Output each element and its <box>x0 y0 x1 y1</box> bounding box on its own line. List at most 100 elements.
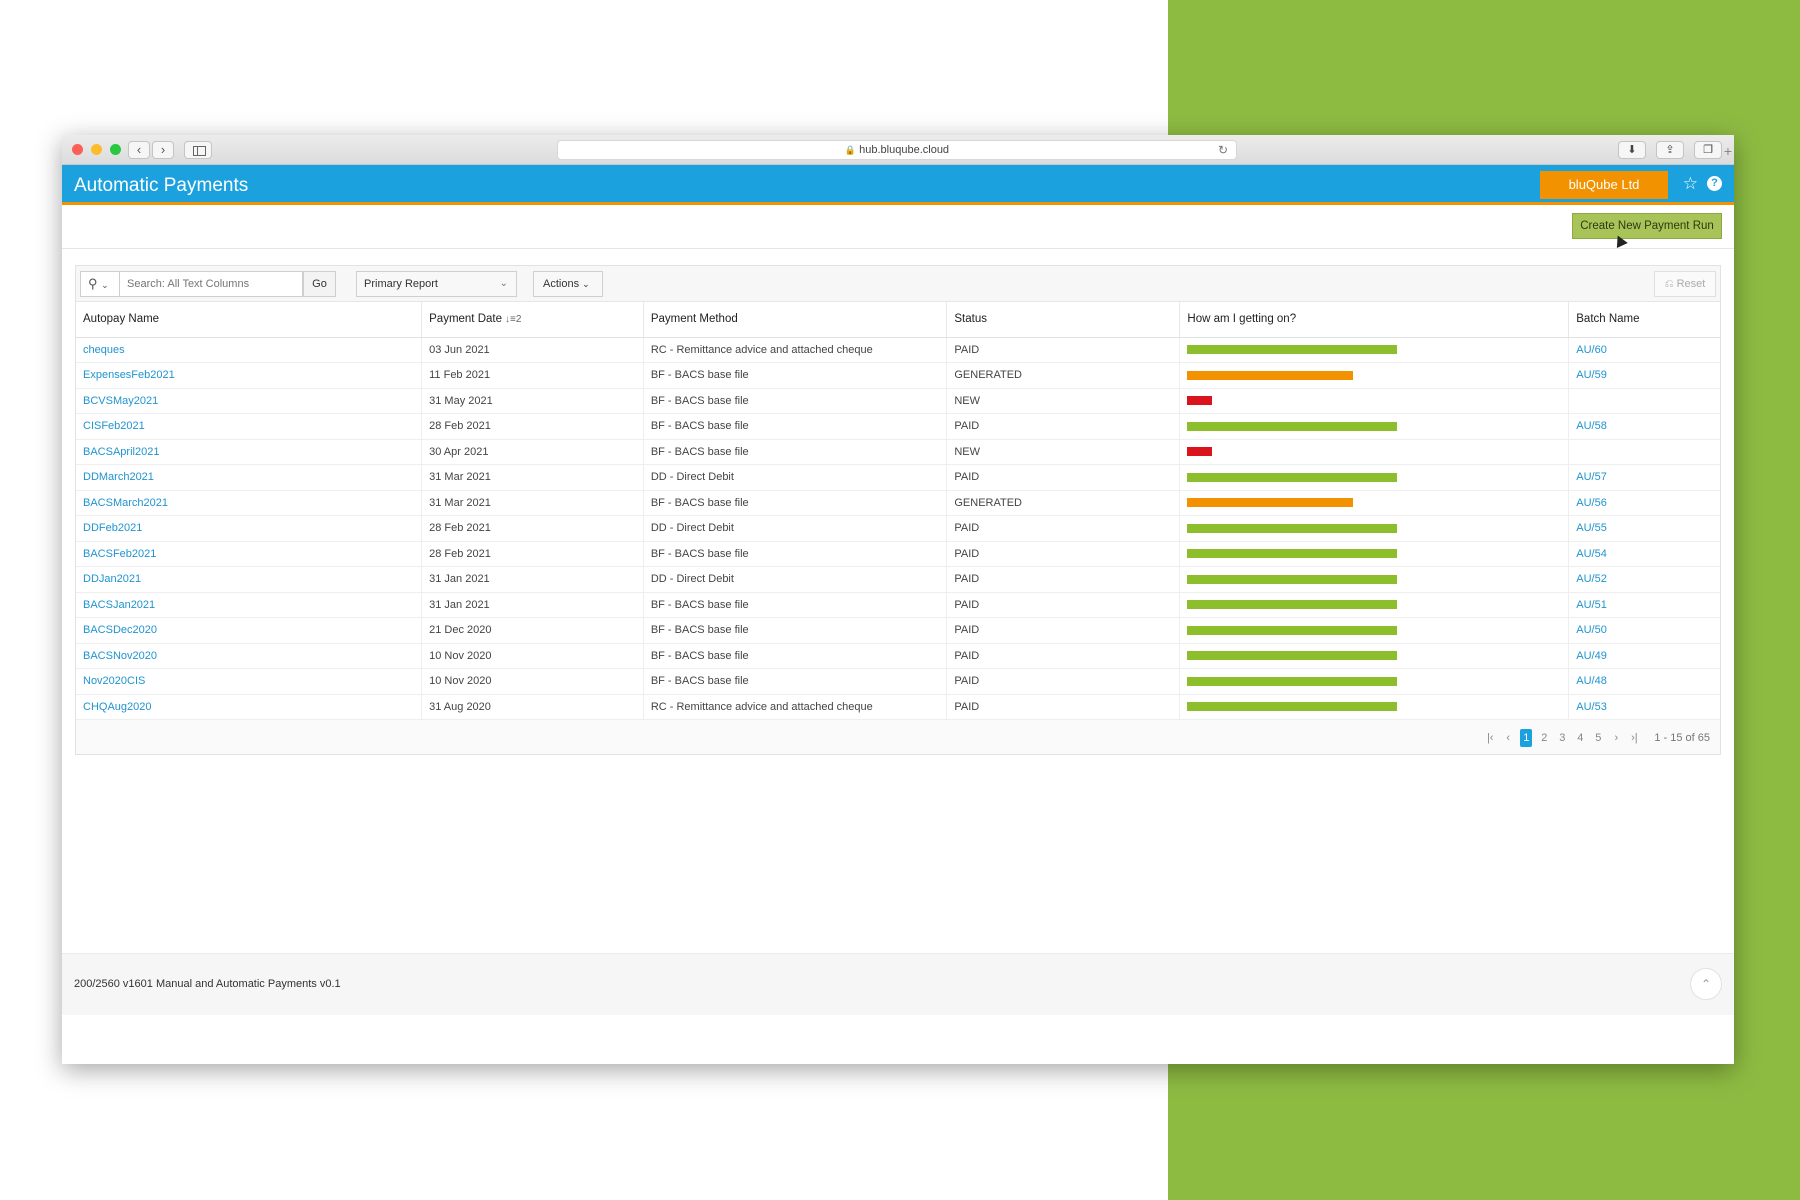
autopay-name-link[interactable]: CHQAug2020 <box>76 694 423 720</box>
batch-name-link[interactable]: AU/48 <box>1568 668 1720 695</box>
autopay-name-link[interactable]: BACSDec2020 <box>76 617 423 644</box>
batch-name-link[interactable]: AU/53 <box>1568 694 1720 720</box>
batch-name-link[interactable] <box>1568 439 1720 465</box>
payment-method-cell: BF - BACS base file <box>643 617 948 644</box>
payment-method-cell: DD - Direct Debit <box>643 566 948 593</box>
close-window-button[interactable] <box>72 144 83 155</box>
autopay-name-link[interactable]: Nov2020CIS <box>76 668 423 695</box>
column-header-batch-name[interactable]: Batch Name <box>1568 302 1720 338</box>
autopay-name-link[interactable]: DDFeb2021 <box>76 515 423 542</box>
actions-menu-button[interactable]: Actions ⌄ <box>533 271 603 297</box>
report-select[interactable]: Primary Report ⌄ <box>356 271 517 297</box>
go-button[interactable]: Go <box>303 271 336 297</box>
chevron-down-icon: ⌄ <box>582 279 590 289</box>
footer-version-text: 200/2560 v1601 Manual and Automatic Paym… <box>74 978 341 990</box>
progress-cell <box>1179 694 1570 720</box>
page-link[interactable]: 2 <box>1541 732 1548 744</box>
progress-bar <box>1187 370 1354 380</box>
payment-method-cell: BF - BACS base file <box>643 490 948 516</box>
table-row: BACSMarch2021 31 Mar 2021 BF - BACS base f… <box>76 490 1720 516</box>
share-icon[interactable]: ⇪ <box>1656 141 1684 159</box>
address-bar[interactable]: 🔒 hub.bluqube.cloud ↻ <box>557 140 1237 160</box>
forward-icon[interactable]: › <box>152 141 174 159</box>
sidebar-toggle-icon[interactable] <box>184 141 212 159</box>
autopay-name-link[interactable]: ExpensesFeb2021 <box>76 362 423 389</box>
help-icon[interactable]: ? <box>1707 176 1722 191</box>
reload-icon[interactable]: ↻ <box>1217 143 1228 157</box>
download-icon[interactable]: ⬇ <box>1618 141 1646 159</box>
progress-cell <box>1179 490 1570 516</box>
sort-order-number: 2 <box>515 314 522 326</box>
payment-method-cell: BF - BACS base file <box>643 362 948 389</box>
batch-name-link[interactable]: AU/50 <box>1568 617 1720 644</box>
batch-name-link[interactable]: AU/54 <box>1568 541 1720 567</box>
autopay-name-link[interactable]: DDMarch2021 <box>76 464 423 491</box>
company-button[interactable]: bluQube Ltd <box>1540 171 1668 199</box>
page-link[interactable]: 5 <box>1595 732 1602 744</box>
batch-name-link[interactable]: AU/52 <box>1568 566 1720 593</box>
progress-bar <box>1187 447 1213 457</box>
last-page-icon[interactable]: ›| <box>1631 732 1638 744</box>
payment-date-cell: 31 Jan 2021 <box>421 566 644 593</box>
payment-method-cell: BF - BACS base file <box>643 439 948 465</box>
status-cell: PAID <box>946 617 1181 644</box>
batch-name-link[interactable]: AU/51 <box>1568 592 1720 618</box>
column-header-progress[interactable]: How am I getting on? <box>1179 302 1570 338</box>
batch-name-link[interactable]: AU/57 <box>1568 464 1720 491</box>
previous-page-icon[interactable]: ‹ <box>1506 732 1511 744</box>
status-cell: PAID <box>946 541 1181 567</box>
progress-cell <box>1179 337 1570 363</box>
autopay-name-link[interactable]: BACSMarch2021 <box>76 490 423 516</box>
search-column-selector[interactable]: ⚲ ⌄ <box>80 271 120 297</box>
create-new-payment-run-button[interactable]: Create New Payment Run <box>1572 213 1722 239</box>
payment-date-cell: 28 Feb 2021 <box>421 515 644 542</box>
autopay-name-link[interactable]: CISFeb2021 <box>76 413 423 440</box>
autopay-name-link[interactable]: DDJan2021 <box>76 566 423 593</box>
status-cell: PAID <box>946 668 1181 695</box>
progress-bar <box>1187 396 1213 406</box>
maximize-window-button[interactable] <box>110 144 121 155</box>
report-select-label: Primary Report <box>364 278 438 290</box>
progress-cell <box>1179 566 1570 593</box>
first-page-icon[interactable]: |‹ <box>1486 732 1494 744</box>
progress-cell <box>1179 388 1570 414</box>
column-header-autopay-name[interactable]: Autopay Name <box>76 302 423 338</box>
autopay-name-link[interactable]: BACSNov2020 <box>76 643 423 669</box>
star-icon[interactable]: ☆ <box>1682 174 1698 193</box>
batch-name-link[interactable]: AU/56 <box>1568 490 1720 516</box>
new-tab-icon[interactable]: + <box>1723 143 1732 159</box>
batch-name-link[interactable]: AU/49 <box>1568 643 1720 669</box>
pagination-controls: |‹ ‹ 1 2 3 4 5 › ›| 1 - 15 of 65 <box>1484 729 1710 747</box>
batch-name-link[interactable]: AU/60 <box>1568 337 1720 363</box>
column-header-payment-date[interactable]: Payment Date ↓≡2 <box>421 302 644 338</box>
minimize-window-button[interactable] <box>91 144 102 155</box>
column-header-status[interactable]: Status <box>946 302 1181 338</box>
batch-name-link[interactable]: AU/55 <box>1568 515 1720 542</box>
back-icon[interactable]: ‹ <box>128 141 150 159</box>
payment-method-cell: RC - Remittance advice and attached cheq… <box>643 694 948 720</box>
page-link[interactable]: 4 <box>1577 732 1584 744</box>
progress-bar <box>1187 651 1398 661</box>
batch-name-link[interactable]: AU/59 <box>1568 362 1720 389</box>
search-bar: ⚲ ⌄ Go Primary Report ⌄ Actions ⌄ ⎌ Reset <box>76 266 1720 302</box>
batch-name-link[interactable] <box>1568 388 1720 414</box>
scroll-to-top-icon[interactable]: ⌃ <box>1690 968 1722 1000</box>
next-page-icon[interactable]: › <box>1614 732 1619 744</box>
payment-date-cell: 31 Jan 2021 <box>421 592 644 618</box>
autopay-name-link[interactable]: BACSJan2021 <box>76 592 423 618</box>
progress-cell <box>1179 617 1570 644</box>
column-header-payment-method[interactable]: Payment Method <box>643 302 948 338</box>
reset-button[interactable]: ⎌ Reset <box>1654 271 1716 297</box>
autopay-name-link[interactable]: BACSFeb2021 <box>76 541 423 567</box>
page-link[interactable]: 1 <box>1520 729 1533 747</box>
autopay-name-link[interactable]: BACSApril2021 <box>76 439 423 465</box>
batch-name-link[interactable]: AU/58 <box>1568 413 1720 440</box>
search-input[interactable] <box>120 271 303 297</box>
payment-method-cell: RC - Remittance advice and attached cheq… <box>643 337 948 363</box>
autopay-name-link[interactable]: cheques <box>76 337 423 363</box>
page-link[interactable]: 3 <box>1559 732 1566 744</box>
autopay-name-link[interactable]: BCVSMay2021 <box>76 388 423 414</box>
browser-nav: ‹ › <box>128 141 174 159</box>
tabs-icon[interactable]: ❐ <box>1694 141 1722 159</box>
report-panel: ⚲ ⌄ Go Primary Report ⌄ Actions ⌄ ⎌ Reset… <box>75 265 1721 755</box>
